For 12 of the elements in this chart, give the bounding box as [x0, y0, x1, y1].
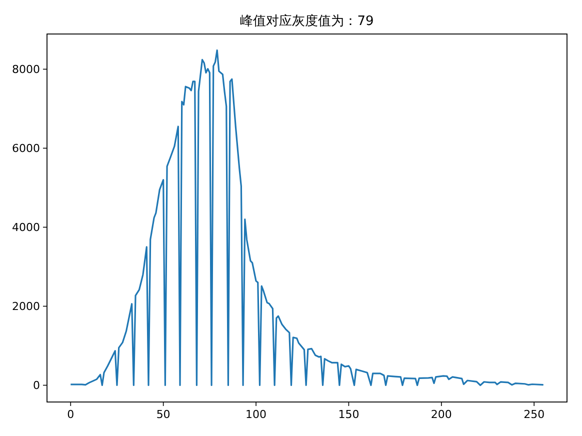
y-tick-label: 2000 — [12, 300, 40, 314]
x-tick-label: 200 — [430, 408, 452, 421]
y-tick-label: 6000 — [12, 142, 40, 156]
x-tick-label: 150 — [338, 408, 360, 421]
x-tick-label: 250 — [524, 408, 545, 421]
x-tick-label: 0 — [67, 408, 74, 421]
x-tick-label: 100 — [246, 408, 267, 421]
x-tick-label: 50 — [156, 408, 170, 421]
chart-title: 峰值对应灰度值为：79 — [240, 13, 374, 29]
y-tick-label: 0 — [33, 379, 40, 392]
y-tick-label: 8000 — [12, 63, 40, 76]
y-tick-label: 4000 — [12, 221, 40, 234]
